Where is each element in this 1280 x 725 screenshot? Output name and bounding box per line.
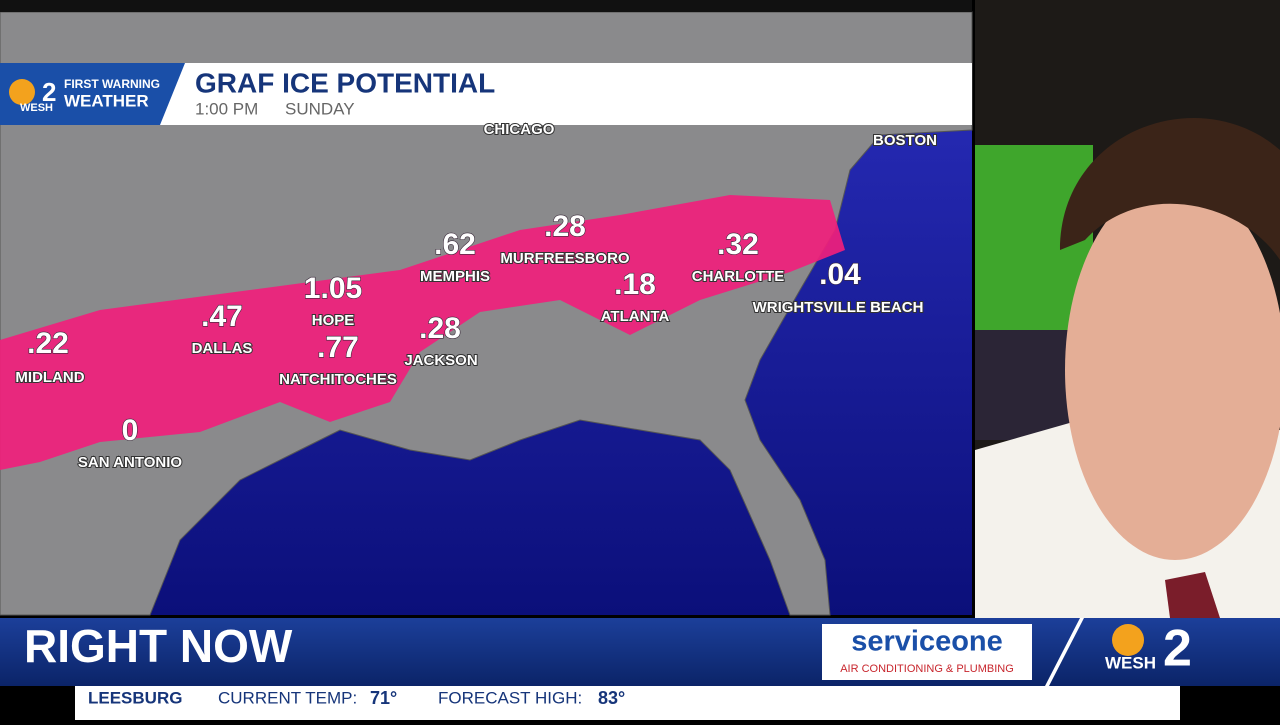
city-value: .47: [201, 300, 243, 333]
city-labels: .22 MIDLAND .47 DALLAS 1.05 HOPE .77 NATCHITOCH…: [14, 120, 938, 472]
divider: [1045, 618, 1084, 686]
lower-third: [0, 618, 1280, 686]
brand-top: FIRST WARNING: [64, 77, 160, 91]
presenter-face: [1065, 180, 1280, 560]
ice-swath: [0, 195, 845, 470]
day: SUNDAY: [285, 99, 355, 118]
ticker-label: FORECAST HIGH:: [438, 688, 582, 707]
city-name: CHARLOTTE: [692, 268, 785, 285]
ticker: [75, 686, 1180, 720]
city-value: 1.05: [304, 272, 362, 305]
land: [0, 11, 973, 616]
brand-bottom: WEATHER: [64, 91, 149, 110]
logo-station: WESH: [1105, 653, 1156, 672]
headline: RIGHT NOW: [24, 620, 293, 672]
presenter-hair: [1060, 118, 1280, 260]
city-name: MURFREESBORO: [500, 250, 630, 267]
logo-peacock: [9, 79, 35, 105]
city-name: MEMPHIS: [420, 268, 490, 285]
title: GRAF ICE POTENTIAL: [195, 67, 495, 98]
city-value: .28: [544, 210, 586, 243]
logo-station: WESH: [20, 102, 53, 114]
top-edge: [0, 0, 972, 12]
sponsor-box: [822, 624, 1032, 680]
city-name: DALLAS: [192, 340, 253, 357]
city-name: WRIGHTSVILLE BEACH: [753, 299, 924, 316]
presenter-tie: [1165, 572, 1220, 618]
logo-number: 2: [42, 77, 56, 107]
city-value: .18: [614, 268, 656, 301]
city-name: ATLANTA: [601, 308, 670, 325]
sponsor-name: serviceone: [851, 626, 1003, 658]
logo-peacock: [1112, 624, 1144, 656]
city-value: .22: [27, 327, 69, 360]
ticker-label: CURRENT TEMP:: [218, 688, 357, 707]
city-name: JACKSON: [404, 352, 477, 369]
reference-city: CHICAGO: [484, 121, 555, 138]
city-value: .28: [419, 312, 461, 345]
ticker-value: 83°: [598, 688, 625, 708]
reference-city: BOSTON: [873, 132, 937, 149]
logo-box: [0, 63, 185, 125]
city-value: .32: [717, 228, 759, 261]
sponsor-tagline: AIR CONDITIONING & PLUMBING: [840, 663, 1014, 675]
logo-number: 2: [1163, 620, 1192, 678]
city-value: .04: [819, 258, 861, 291]
ticker-value: 71°: [370, 688, 397, 708]
city-name: SAN ANTONIO: [78, 454, 183, 471]
ticker-location: LEESBURG: [88, 688, 182, 707]
city-value: .77: [317, 331, 359, 364]
city-name: HOPE: [312, 312, 355, 329]
city-name: NATCHITOCHES: [279, 371, 397, 388]
city-name: MIDLAND: [15, 369, 84, 386]
city-value: 0: [122, 414, 139, 447]
city-value: .62: [434, 228, 476, 261]
time: 1:00 PM: [195, 99, 258, 118]
